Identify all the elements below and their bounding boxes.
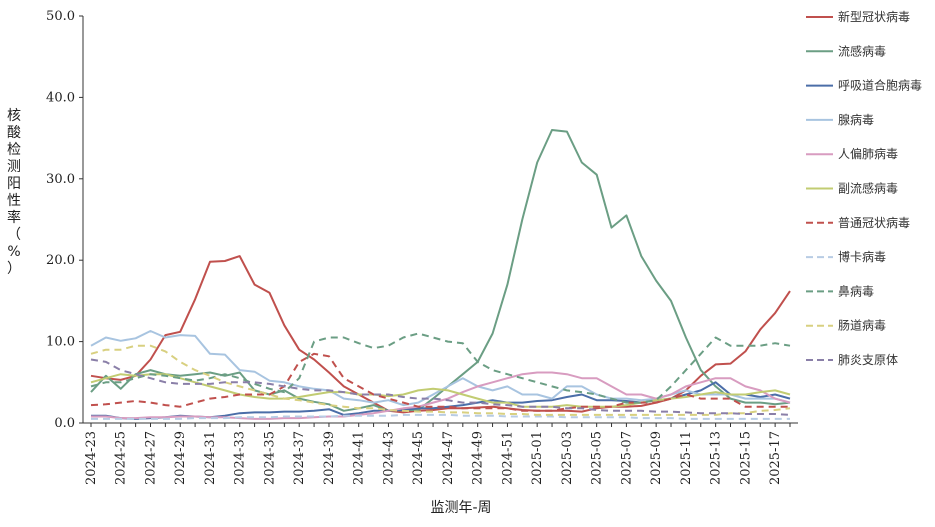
series-layer bbox=[90, 129, 791, 420]
y-tick-label: 10.0 bbox=[46, 335, 75, 350]
x-tick-label: 2025-17 bbox=[768, 431, 783, 485]
y-axis-title: 核酸检测阳性率（%） bbox=[7, 108, 21, 277]
series-line-6 bbox=[90, 373, 791, 408]
legend-label: 流感病毒 bbox=[838, 43, 886, 58]
legend-label: 呼吸道合胞病毒 bbox=[838, 78, 922, 93]
x-tick-label: 2024-39 bbox=[322, 431, 337, 485]
series-line-2 bbox=[90, 129, 791, 412]
legend-label: 腺病毒 bbox=[838, 112, 874, 127]
legend-label: 副流感病毒 bbox=[838, 181, 898, 196]
x-tick-label: 2024-27 bbox=[143, 431, 158, 485]
x-tick-label: 2024-29 bbox=[173, 431, 188, 485]
y-axis-title-text: 核酸检测阳性率（%） bbox=[7, 108, 21, 277]
legend-label: 肠道病毒 bbox=[838, 318, 886, 333]
x-tick-label: 2024-35 bbox=[262, 431, 277, 485]
y-tick-label: 50.0 bbox=[46, 9, 75, 24]
x-tick-label: 2024-47 bbox=[441, 431, 456, 485]
y-tick-label: 30.0 bbox=[46, 172, 75, 187]
series-line-11 bbox=[90, 358, 791, 416]
y-tick-label: 0.0 bbox=[54, 416, 75, 431]
x-tick-label: 2025-05 bbox=[590, 431, 605, 485]
y-axis: 0.0 10.0 20.0 30.0 40.0 50.0 bbox=[46, 9, 83, 431]
x-tick-label: 2025-07 bbox=[619, 431, 634, 485]
x-tick-label: 2025-03 bbox=[560, 431, 575, 485]
legend-label: 博卡病毒 bbox=[838, 249, 886, 264]
x-tick-label: 2024-49 bbox=[471, 431, 486, 485]
x-tick-label: 2024-37 bbox=[292, 431, 307, 485]
plot-area bbox=[82, 16, 798, 424]
x-tick-label: 2024-31 bbox=[203, 431, 218, 485]
series-line-10 bbox=[90, 344, 791, 416]
series-line-7 bbox=[90, 352, 790, 412]
legend-label: 普通冠状病毒 bbox=[838, 215, 910, 230]
x-tick-label: 2024-25 bbox=[114, 431, 129, 485]
x-tick-label: 2024-41 bbox=[352, 431, 367, 485]
y-tick-label: 40.0 bbox=[46, 90, 75, 105]
legend-label: 新型冠状病毒 bbox=[838, 9, 910, 24]
x-tick-label: 2024-23 bbox=[84, 431, 99, 485]
legend-label: 鼻病毒 bbox=[838, 283, 874, 298]
legend-label: 肺炎支原体 bbox=[838, 353, 898, 367]
series-line-8 bbox=[91, 413, 790, 420]
legend-label: 人偏肺病毒 bbox=[838, 146, 898, 161]
x-axis: 2024-23 2024-25 2024-27 2024-29 2024-31 2024-… bbox=[84, 423, 791, 485]
series-line-5 bbox=[91, 371, 791, 420]
x-tick-label: 2025-01 bbox=[530, 431, 545, 485]
x-tick-label: 2024-33 bbox=[233, 431, 248, 485]
legend: 新型冠状病毒流感病毒呼吸道合胞病毒腺病毒人偏肺病毒副流感病毒普通冠状病毒博卡病毒… bbox=[806, 9, 922, 367]
x-tick-label: 2025-09 bbox=[649, 431, 664, 485]
x-tick-label: 2024-45 bbox=[411, 431, 426, 485]
x-tick-label: 2024-43 bbox=[381, 431, 396, 485]
x-tick-label: 2025-15 bbox=[738, 431, 753, 485]
x-tick-label: 2024-51 bbox=[500, 431, 515, 485]
y-tick-label: 20.0 bbox=[46, 253, 75, 268]
x-axis-title: 监测年-周 bbox=[430, 500, 491, 516]
x-tick-label: 2025-13 bbox=[709, 431, 724, 485]
x-tick-label: 2025-11 bbox=[679, 431, 694, 485]
